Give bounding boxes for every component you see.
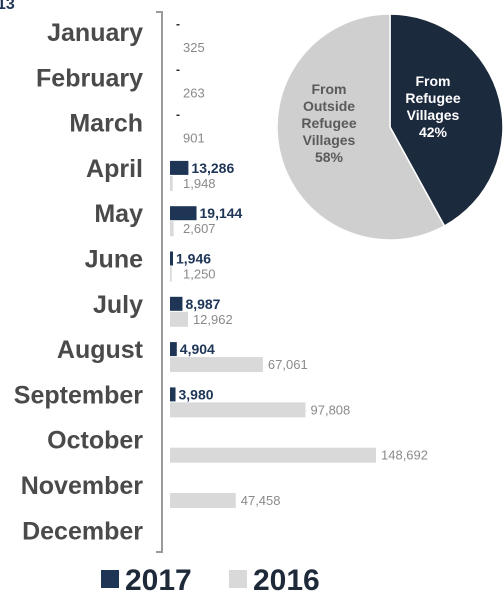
label-2017-march: - [176, 108, 180, 122]
month-label-april: April [86, 155, 143, 183]
month-label-january: January [47, 19, 143, 47]
axis-bracket [156, 11, 163, 553]
pie-label-1-line-2: Refugee [405, 90, 460, 106]
month-label-november: November [21, 472, 144, 500]
label-2016-june: 1,250 [183, 267, 216, 282]
label-2016-april: 1,948 [183, 176, 216, 191]
label-2017-july: 8,987 [185, 296, 220, 312]
pie-label-2-line-4: Villages [303, 132, 356, 148]
label-2017-june: 1,946 [176, 251, 211, 267]
pie-label-2-line-1: From [312, 81, 347, 97]
legend-swatch-2016 [229, 570, 247, 588]
bar-2016-november [170, 493, 236, 508]
label-2017-august: 4,904 [180, 341, 215, 357]
label-2016-may: 2,607 [183, 221, 216, 236]
month-label-february: February [36, 64, 143, 92]
month-label-october: October [47, 427, 143, 455]
label-2016-november: 47,458 [241, 493, 281, 508]
pie-slice-2 [276, 13, 446, 241]
label-2017-september: 3,980 [179, 386, 214, 402]
month-label-august: August [57, 336, 144, 364]
month-label-september: September [14, 381, 143, 409]
label-2017-february: - [176, 62, 180, 76]
label-2017-may: 19,144 [200, 205, 243, 221]
month-label-june: June [85, 246, 143, 274]
bar-2016-july [170, 311, 188, 327]
pie-label-1-line-3: Villages [407, 107, 460, 123]
label-2016-february: 263 [183, 85, 205, 100]
bar-2016-august [170, 357, 263, 373]
bar-2017-september [170, 387, 176, 402]
label-2016-august: 67,061 [268, 357, 308, 372]
pie-label-1-line-1: From [416, 73, 451, 89]
month-label-march: March [69, 110, 143, 138]
bar-2016-may [170, 221, 174, 237]
bar-2016-october [170, 447, 376, 463]
bar-2017-july [170, 296, 183, 311]
month-label-december: December [22, 517, 143, 545]
pie-label-2-line-2: Outside [303, 98, 355, 114]
legend-label-2017: 2017 [125, 564, 192, 594]
label-2016-january: 325 [183, 40, 205, 55]
label-2016-march: 901 [183, 131, 205, 146]
pie-label-1-line-4: 42% [419, 124, 448, 140]
bar-2016-april [170, 175, 173, 191]
bar-2017-april [170, 160, 189, 175]
bar-2016-june [170, 266, 172, 282]
legend: 2017 2016 [101, 564, 320, 594]
bar-2017-june [170, 251, 173, 266]
label-2017-january: - [176, 17, 180, 31]
corner-label: 13 [0, 0, 15, 13]
label-2017-april: 13,286 [191, 160, 234, 176]
bar-2016-september [170, 402, 306, 418]
month-label-july: July [93, 291, 143, 319]
pie-chart: FromRefugeeVillages42%FromOutsideRefugee… [276, 13, 504, 241]
pie-label-2-line-3: Refugee [301, 115, 356, 131]
label-2016-july: 12,962 [193, 312, 233, 327]
bar-2017-may [170, 206, 197, 221]
legend-swatch-2017 [101, 570, 119, 588]
label-2016-september: 97,808 [311, 402, 351, 417]
label-2016-october: 148,692 [381, 448, 428, 463]
month-label-may: May [94, 200, 143, 228]
pie-slice-1 [389, 13, 504, 228]
legend-label-2016: 2016 [253, 564, 320, 594]
bar-2017-august [170, 342, 177, 357]
pie-label-2-line-5: 58% [315, 149, 344, 165]
